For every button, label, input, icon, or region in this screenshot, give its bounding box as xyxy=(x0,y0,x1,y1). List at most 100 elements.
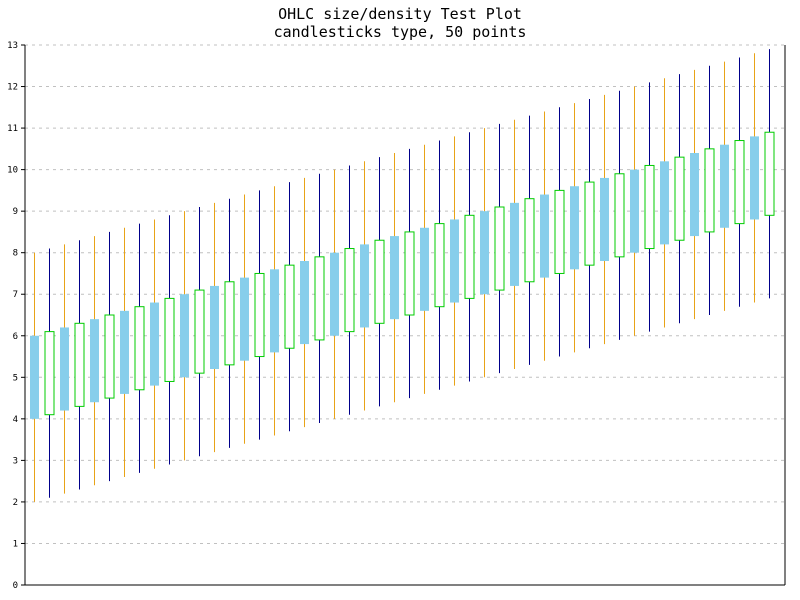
candlestick xyxy=(450,136,459,386)
candle-body-up xyxy=(120,310,129,394)
candlestick xyxy=(704,65,715,315)
y-tick-label: 11 xyxy=(7,124,18,134)
candle-body-down xyxy=(674,156,685,241)
candle-body-up xyxy=(540,194,549,278)
candlestick xyxy=(464,132,475,382)
candle-body-down xyxy=(554,189,565,274)
candlestick xyxy=(600,94,609,345)
candlestick xyxy=(554,107,565,357)
candlestick xyxy=(74,240,85,490)
candlestick xyxy=(764,49,775,299)
candle-body-up xyxy=(60,327,69,411)
candlestick xyxy=(494,123,505,374)
candlestick xyxy=(134,223,145,473)
candle-body-down xyxy=(464,214,475,299)
candlestick xyxy=(90,236,99,486)
y-tick-label: 0 xyxy=(13,581,18,591)
candlestick xyxy=(524,115,535,365)
candlestick xyxy=(44,248,55,498)
candle-body-down xyxy=(494,206,505,291)
grid-lines xyxy=(25,44,785,544)
y-tick-label: 9 xyxy=(13,207,18,217)
candle-body-down xyxy=(134,306,145,391)
candle-body-down xyxy=(164,297,175,382)
chart-title: OHLC size/density Test Plot xyxy=(278,5,522,23)
y-tick-label: 1 xyxy=(13,539,18,549)
candlestick xyxy=(180,211,189,461)
candlestick xyxy=(690,69,699,320)
candlestick xyxy=(404,148,415,399)
candle-body-up xyxy=(660,161,669,245)
candlestick xyxy=(284,182,295,432)
candlestick xyxy=(60,244,69,494)
candlestick xyxy=(210,202,219,453)
chart-subtitle: candlesticks type, 50 points xyxy=(274,23,527,41)
candle-body-up xyxy=(390,236,399,320)
candlestick xyxy=(104,231,115,482)
candle-body-up xyxy=(750,136,759,220)
candle-body-down xyxy=(104,314,115,399)
candlestick xyxy=(614,90,625,340)
candle-body-down xyxy=(434,223,445,308)
candlestick xyxy=(734,57,745,307)
candlestick xyxy=(300,177,309,428)
candlestick xyxy=(750,53,759,303)
candle-body-up xyxy=(330,252,339,336)
candle-body-down xyxy=(74,322,85,407)
candle-body-down xyxy=(284,264,295,349)
candlestick xyxy=(374,157,385,407)
candle-body-up xyxy=(240,277,249,361)
candle-body-up xyxy=(300,261,309,345)
candlestick xyxy=(390,153,399,403)
candlestick xyxy=(630,86,639,336)
candlestick xyxy=(720,61,729,311)
candlestick xyxy=(314,173,325,423)
candlestick xyxy=(540,111,549,361)
candlestick xyxy=(254,190,265,440)
candlestick xyxy=(344,165,355,415)
candle-body-down xyxy=(254,272,265,358)
candle-body-down xyxy=(194,289,205,374)
candle-body-up xyxy=(180,294,189,378)
candle-body-up xyxy=(600,177,609,261)
candlestick xyxy=(330,169,339,419)
candlestick xyxy=(194,207,205,457)
candle-body-down xyxy=(314,256,325,341)
y-tick-label: 2 xyxy=(13,498,18,508)
y-tick-label: 10 xyxy=(7,166,18,176)
candlestick xyxy=(584,99,595,349)
y-tick-label: 8 xyxy=(13,249,18,259)
candle-body-up xyxy=(570,186,579,270)
y-tick-label: 12 xyxy=(7,83,18,93)
y-tick-label: 6 xyxy=(13,332,18,342)
candlestick xyxy=(510,119,519,369)
candle-body-up xyxy=(210,285,219,369)
candle-body-down xyxy=(644,164,655,250)
candle-body-up xyxy=(450,219,459,303)
y-tick-label: 3 xyxy=(13,456,18,466)
candle-body-down xyxy=(524,198,535,283)
candlestick xyxy=(270,186,279,436)
candlestick xyxy=(30,252,39,502)
candle-body-down xyxy=(764,131,775,216)
candlestick xyxy=(570,103,579,353)
candlestick xyxy=(150,219,159,469)
candle-body-up xyxy=(30,335,39,419)
candle-body-down xyxy=(704,148,715,233)
candlestick xyxy=(644,82,655,332)
candle-body-down xyxy=(614,173,625,258)
candlestick xyxy=(674,74,685,324)
y-tick-label: 5 xyxy=(13,373,18,383)
candle-body-up xyxy=(690,153,699,237)
candle-body-down xyxy=(374,239,385,324)
candle-body-down xyxy=(584,181,595,266)
candlestick xyxy=(360,161,369,411)
candle-body-down xyxy=(734,140,745,225)
candlestick xyxy=(480,128,489,378)
candlestick xyxy=(240,194,249,444)
y-tick-label: 13 xyxy=(7,41,18,51)
candlesticks xyxy=(30,49,775,502)
